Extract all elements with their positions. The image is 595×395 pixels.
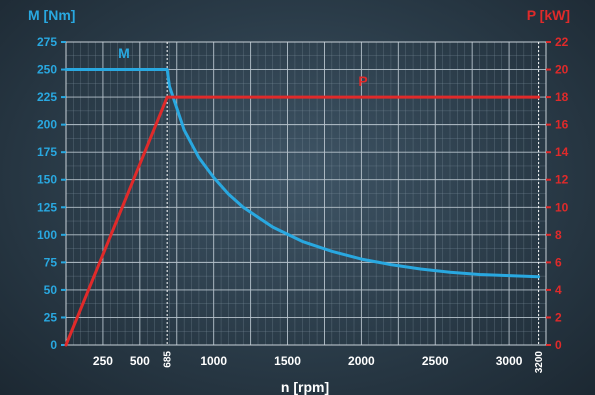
x-tick-label: 3000 [496,354,523,368]
right-tick-label: 22 [555,35,569,49]
right-tick-label: 14 [555,145,569,159]
left-tick-label: 0 [50,338,57,352]
left-tick-label: 50 [44,283,58,297]
left-tick-label: 100 [37,228,57,242]
left-tick-label: 200 [37,118,57,132]
left-tick-label: 25 [44,310,58,324]
right-tick-label: 10 [555,200,569,214]
right-tick-label: 2 [555,310,562,324]
left-tick-label: 75 [44,255,58,269]
right-axis-ticks: 0 2 4 6 8 10 12 14 16 18 20 22 [546,35,569,352]
left-tick-label: 225 [37,90,57,104]
x-tick-label: 2500 [422,354,449,368]
right-tick-label: 6 [555,255,562,269]
guide-lines [166,42,540,345]
right-tick-label: 0 [555,338,562,352]
right-tick-label: 16 [555,118,569,132]
right-tick-label: 4 [555,283,562,297]
right-tick-label: 18 [555,90,569,104]
left-tick-label: 175 [37,145,57,159]
x-axis-ticks: 250 500 1000 1500 2000 2500 3000 685 3200 [93,351,545,374]
left-tick-label: 275 [37,35,57,49]
x-axis-title: n [rpm] [281,379,329,395]
series-label-m: M [118,45,130,61]
plot-frame [65,41,547,346]
x-tick-label: 500 [130,354,150,368]
series-label-p: P [358,73,367,89]
left-tick-label: 150 [37,173,57,187]
left-tick-label: 250 [37,63,57,77]
x-tick-label: 2000 [348,354,375,368]
x-tick-label: 250 [93,354,113,368]
series-line-M [64,68,541,279]
right-axis-title: P [kW] [527,7,570,23]
x-tick-label: 1500 [274,354,301,368]
right-tick-label: 20 [555,63,569,77]
x-tick-label-rotated: 685 [163,351,174,368]
left-axis-ticks: 0 25 50 75 100 125 150 175 200 225 250 275 [37,35,66,352]
x-tick-label-rotated: 3200 [534,351,545,374]
series-layer [64,68,541,347]
left-tick-label: 125 [37,200,57,214]
series-line-P [64,95,541,347]
minor-grid [66,42,546,345]
x-tick-label: 1000 [200,354,227,368]
right-tick-label: 12 [555,173,569,187]
right-tick-label: 8 [555,228,562,242]
left-axis-title: M [Nm] [28,7,75,23]
